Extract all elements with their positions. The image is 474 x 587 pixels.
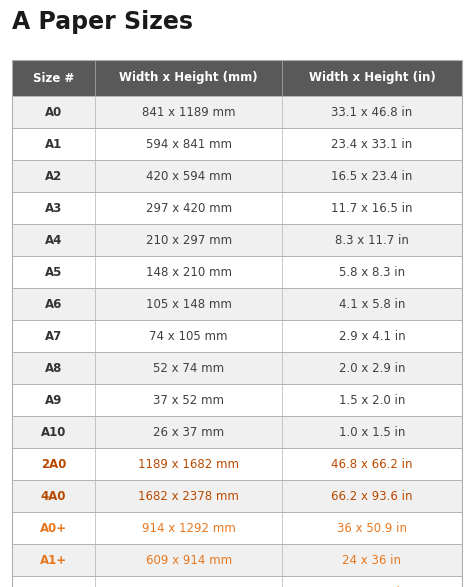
Text: A8: A8: [45, 362, 62, 375]
Text: 914 x 1292 mm: 914 x 1292 mm: [142, 521, 236, 535]
Text: A5: A5: [45, 265, 62, 278]
Text: 2.0 x 2.9 in: 2.0 x 2.9 in: [339, 362, 405, 375]
Text: A1: A1: [45, 137, 62, 150]
Text: 420 x 594 mm: 420 x 594 mm: [146, 170, 232, 183]
Text: A0: A0: [45, 106, 62, 119]
Bar: [12, 384, 462, 416]
Bar: [12, 416, 462, 448]
Text: 105 x 148 mm: 105 x 148 mm: [146, 298, 232, 311]
Text: 11.7 x 16.5 in: 11.7 x 16.5 in: [331, 201, 413, 214]
Text: A7: A7: [45, 329, 62, 342]
Text: 4A0: 4A0: [41, 490, 66, 502]
Bar: [12, 256, 462, 288]
Text: 23.4 x 33.1 in: 23.4 x 33.1 in: [331, 137, 413, 150]
Text: A10: A10: [41, 426, 66, 438]
Text: Size #: Size #: [33, 72, 74, 85]
Text: A1+: A1+: [40, 554, 67, 566]
Bar: [12, 224, 462, 256]
Text: 609 x 914 mm: 609 x 914 mm: [146, 554, 232, 566]
Text: 1.5 x 2.0 in: 1.5 x 2.0 in: [339, 393, 405, 407]
Text: 841 x 1189 mm: 841 x 1189 mm: [142, 106, 236, 119]
Bar: [12, 128, 462, 160]
Text: 1.0 x 1.5 in: 1.0 x 1.5 in: [339, 426, 405, 438]
Text: Width x Height (in): Width x Height (in): [309, 72, 436, 85]
Text: 12.9 x 19 in: 12.9 x 19 in: [337, 585, 407, 587]
Text: 210 x 297 mm: 210 x 297 mm: [146, 234, 232, 247]
Text: 46.8 x 66.2 in: 46.8 x 66.2 in: [331, 457, 413, 471]
Text: A3+: A3+: [40, 585, 67, 587]
Text: 1189 x 1682 mm: 1189 x 1682 mm: [138, 457, 239, 471]
Bar: [12, 448, 462, 480]
Bar: [12, 288, 462, 320]
Bar: [12, 352, 462, 384]
Text: 2A0: 2A0: [41, 457, 66, 471]
Text: A3: A3: [45, 201, 62, 214]
Text: 329 x 483 mm: 329 x 483 mm: [146, 585, 232, 587]
Text: 33.1 x 46.8 in: 33.1 x 46.8 in: [331, 106, 413, 119]
Bar: [12, 320, 462, 352]
Text: Width x Height (mm): Width x Height (mm): [119, 72, 258, 85]
Bar: [12, 480, 462, 512]
Bar: [12, 160, 462, 192]
Text: 2.9 x 4.1 in: 2.9 x 4.1 in: [339, 329, 405, 342]
Text: 148 x 210 mm: 148 x 210 mm: [146, 265, 232, 278]
Text: 594 x 841 mm: 594 x 841 mm: [146, 137, 232, 150]
Bar: [12, 576, 462, 587]
Bar: [12, 96, 462, 128]
Text: A Paper Sizes: A Paper Sizes: [12, 10, 193, 34]
Text: A0+: A0+: [40, 521, 67, 535]
Text: 37 x 52 mm: 37 x 52 mm: [153, 393, 224, 407]
Text: A9: A9: [45, 393, 62, 407]
Text: 297 x 420 mm: 297 x 420 mm: [146, 201, 232, 214]
Text: 52 x 74 mm: 52 x 74 mm: [153, 362, 224, 375]
Text: A4: A4: [45, 234, 62, 247]
Text: 8.3 x 11.7 in: 8.3 x 11.7 in: [335, 234, 409, 247]
Text: 24 x 36 in: 24 x 36 in: [343, 554, 401, 566]
Text: 26 x 37 mm: 26 x 37 mm: [153, 426, 224, 438]
Text: 1682 x 2378 mm: 1682 x 2378 mm: [138, 490, 239, 502]
Text: 5.8 x 8.3 in: 5.8 x 8.3 in: [339, 265, 405, 278]
Bar: [12, 60, 462, 96]
Text: 4.1 x 5.8 in: 4.1 x 5.8 in: [339, 298, 405, 311]
Text: A2: A2: [45, 170, 62, 183]
Text: 74 x 105 mm: 74 x 105 mm: [149, 329, 228, 342]
Bar: [12, 512, 462, 544]
Text: A6: A6: [45, 298, 62, 311]
Text: 16.5 x 23.4 in: 16.5 x 23.4 in: [331, 170, 413, 183]
Text: 66.2 x 93.6 in: 66.2 x 93.6 in: [331, 490, 413, 502]
Text: 36 x 50.9 in: 36 x 50.9 in: [337, 521, 407, 535]
Bar: [12, 192, 462, 224]
Bar: [12, 544, 462, 576]
